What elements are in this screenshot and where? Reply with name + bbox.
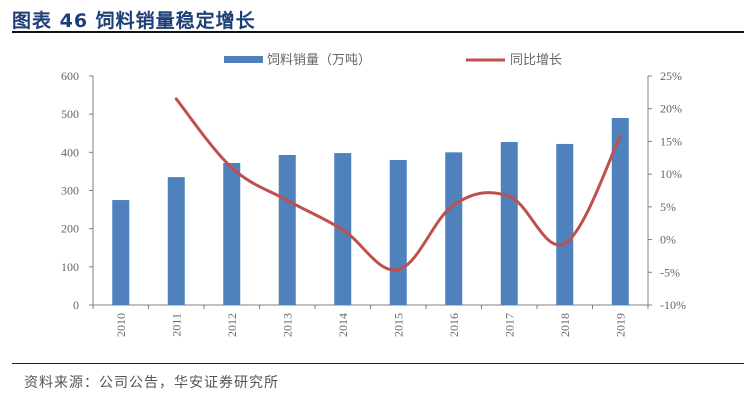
left-tick-label: 200 [61,222,79,236]
right-tick-label: 0% [660,233,676,247]
left-tick-label: 100 [61,260,79,274]
bar [112,200,130,305]
bar [389,159,407,305]
x-tick-label: 2012 [225,313,239,337]
bar [167,177,185,305]
x-tick-label: 2014 [336,313,350,337]
right-tick-label: 10% [660,167,682,181]
right-tick-label: -10% [660,298,686,312]
right-tick-label: 20% [660,102,682,116]
x-tick-label: 2010 [114,313,128,337]
legend-line-label: 同比增长 [510,53,562,68]
x-tick-label: 2015 [391,313,405,337]
legend-bar-swatch [224,56,263,63]
right-tick-label: -5% [660,265,680,279]
bar [445,152,463,305]
right-tick-label: 15% [660,134,682,148]
chart: 饲料销量（万吨） 同比增长 0 100 200 300 400 500 600 -10% -5%… [61,53,686,337]
footer-divider [12,363,744,364]
left-tick-label: 400 [61,145,79,159]
x-axis-labels: 2010 2011 2012 2013 2014 2015 2016 2017 2018 2019 [114,313,628,337]
bar [556,143,574,305]
x-tick-label: 2011 [169,313,183,337]
x-tick-label: 2018 [558,313,572,337]
legend-bar-label: 饲料销量（万吨） [267,53,371,68]
x-tick-label: 2013 [280,313,294,337]
bar [223,163,241,305]
x-tick-label: 2017 [502,313,516,337]
left-tick-label: 500 [61,107,79,121]
legend: 饲料销量（万吨） 同比增长 [224,53,562,68]
x-tick-label: 2016 [447,313,461,337]
right-tick-label: 25% [660,69,682,83]
x-tick-label: 2019 [613,313,627,337]
left-tick-label: 0 [73,298,79,312]
bar [611,117,629,305]
title-divider [12,31,744,33]
left-tick-label: 600 [61,69,79,83]
left-tick-label: 300 [61,184,79,198]
growth-line [174,97,622,272]
axes: 0 100 200 300 400 500 600 -10% -5% 0% 5% 10% 15% 20% 2… [61,69,686,312]
bar-series [112,117,629,305]
chart-title: 图表 46 饲料销量稳定增长 [12,10,256,32]
right-tick-label: 5% [660,200,676,214]
source-note: 资料来源：公司公告，华安证券研究所 [24,375,279,391]
bar [500,142,518,305]
bar [278,155,296,305]
